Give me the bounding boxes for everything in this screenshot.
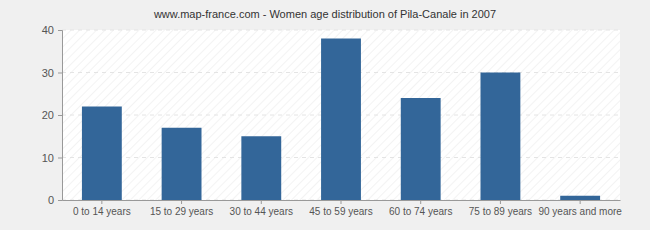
tick-mark xyxy=(341,200,342,204)
title: www.map-france.com - Women age distribut… xyxy=(153,8,496,20)
plot: 0 10 20 30 40 0 to 14 years 15 to 29 years 30 t… xyxy=(42,24,623,217)
grid-line xyxy=(62,30,620,31)
tick-label: 0 to 14 years xyxy=(73,206,131,217)
tick-mark xyxy=(101,200,102,204)
tick-label: 40 xyxy=(42,24,54,36)
tick: 40 xyxy=(42,24,62,36)
tick-mark xyxy=(420,200,421,204)
tick-mark xyxy=(500,200,501,204)
tick-label: 30 xyxy=(42,67,54,79)
background xyxy=(0,0,650,230)
bar xyxy=(321,39,361,201)
bar xyxy=(82,107,122,201)
tick-label: 10 xyxy=(42,152,54,164)
bar xyxy=(481,73,521,201)
tick-mark xyxy=(181,200,182,204)
tick-label: 90 years and more xyxy=(538,206,622,217)
tick-mark xyxy=(58,73,62,74)
tick-label: 0 xyxy=(48,194,54,206)
plot-background xyxy=(62,30,620,200)
tick-mark xyxy=(58,200,62,201)
tick: 75 to 89 years xyxy=(469,200,532,217)
tick: 30 to 44 years xyxy=(230,200,293,217)
bars xyxy=(82,39,600,201)
tick: 10 xyxy=(42,152,62,164)
grid xyxy=(62,30,620,200)
tick: 90 years and more xyxy=(538,200,622,217)
chart: 0 10 20 30 40 0 to 14 years 15 to 29 years 30 t… xyxy=(0,0,650,230)
tick: 0 to 14 years xyxy=(73,200,131,217)
tick-mark xyxy=(58,30,62,31)
tick-label: 20 xyxy=(42,109,54,121)
bar xyxy=(241,136,281,200)
tick-mark xyxy=(58,115,62,116)
bar xyxy=(401,98,441,200)
bar xyxy=(162,128,202,200)
tick: 0 xyxy=(48,194,62,206)
tick: 45 to 59 years xyxy=(309,200,372,217)
tick: 20 xyxy=(42,109,62,121)
tick-label: 30 to 44 years xyxy=(230,206,293,217)
axis-line xyxy=(58,31,63,201)
tick-mark xyxy=(580,200,581,204)
tick-label: 45 to 59 years xyxy=(309,206,372,217)
tick: 15 to 29 years xyxy=(150,200,213,217)
y-axis: 0 10 20 30 40 xyxy=(42,24,63,206)
tick-label: 15 to 29 years xyxy=(150,206,213,217)
tick-mark xyxy=(58,158,62,159)
tick-label: 60 to 74 years xyxy=(389,206,452,217)
tick-mark xyxy=(261,200,262,204)
bar xyxy=(560,196,600,200)
tick-label: 75 to 89 years xyxy=(469,206,532,217)
tick: 30 xyxy=(42,67,62,79)
tick: 60 to 74 years xyxy=(389,200,452,217)
x-axis: 0 to 14 years 15 to 29 years 30 to 44 year… xyxy=(63,200,623,217)
